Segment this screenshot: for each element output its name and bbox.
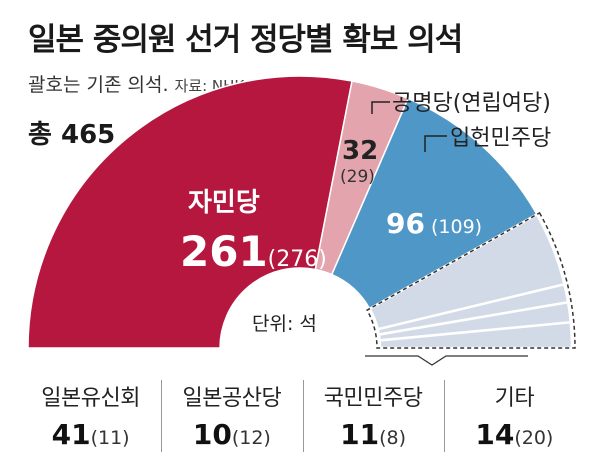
party-name: 국민민주당: [323, 386, 423, 411]
previous-seats: (20): [514, 427, 554, 449]
previous-seats: (12): [231, 427, 271, 449]
komeito-previous: (29): [340, 167, 375, 187]
seat-count: 10: [192, 418, 232, 451]
party-cell-other: 기타 14(20): [443, 376, 585, 466]
party-seats: 41(11): [20, 418, 161, 451]
slice-3: [330, 97, 538, 310]
party-name: 일본공산당: [182, 386, 282, 411]
ldp-value-group: 261(276): [180, 227, 327, 276]
party-seats: 10(12): [161, 418, 302, 451]
party-seats: 14(20): [444, 418, 585, 451]
komeito-value: 32: [342, 136, 378, 166]
party-cell-ishin: 일본유신회 41(11): [20, 376, 161, 466]
komeito-name-label: 공명당(연립여당): [392, 91, 551, 116]
seat-count: 14: [475, 418, 515, 451]
others-outline: [366, 211, 576, 349]
party-cell-jcp: 일본공산당 10(12): [161, 376, 302, 466]
cdp-name-label: 입헌민주당: [450, 126, 551, 151]
slices-group: [27, 75, 574, 350]
cdp-value: 96: [386, 207, 425, 240]
cdp-previous: (109): [425, 216, 482, 238]
party-seats: 11(8): [303, 418, 444, 451]
seat-count: 11: [340, 418, 380, 451]
unit-label: 단위: 석: [252, 313, 317, 335]
ldp-previous: (276): [268, 247, 327, 272]
cdp-value-group: 96 (109): [386, 207, 482, 240]
komeito-leader-line: [371, 101, 390, 114]
total-seats: 총 465: [28, 120, 116, 150]
subtitle-note: 괄호는 기존 의석.: [28, 74, 169, 96]
party-cell-dpp: 국민민주당 11(8): [302, 376, 444, 466]
ldp-name-label: 자민당: [188, 188, 260, 218]
chart-title: 일본 중의원 선거 정당별 확보 의석: [28, 22, 463, 58]
party-name: 일본유신회: [41, 386, 140, 411]
previous-seats: (11): [90, 427, 130, 449]
cdp-leader-line: [424, 135, 447, 152]
slice-1: [27, 75, 353, 349]
seat-count: 41: [51, 418, 91, 451]
previous-seats: (8): [379, 427, 407, 449]
ldp-value: 261: [180, 227, 268, 276]
party-name: 기타: [494, 386, 535, 411]
others-breakdown: 일본유신회 41(11) 일본공산당 10(12) 국민민주당 11(8) 기타…: [20, 376, 585, 466]
others-bracket: [365, 355, 528, 366]
